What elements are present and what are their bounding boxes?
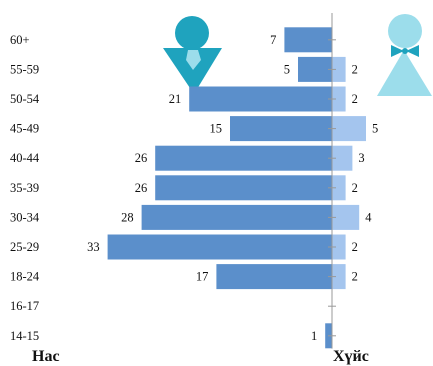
category-label: 55-59	[10, 62, 39, 76]
data-label-left: 5	[284, 62, 290, 76]
bar-left	[230, 116, 332, 142]
bar-right	[332, 145, 353, 171]
category-label: 18-24	[10, 270, 40, 284]
data-label-left: 7	[270, 33, 276, 47]
bar-left	[298, 56, 332, 82]
bar-right	[332, 204, 360, 230]
data-label-right: 2	[352, 181, 358, 195]
bar-right	[332, 175, 346, 201]
bar-right	[332, 86, 346, 112]
data-label-left: 26	[135, 181, 148, 195]
data-label-right: 5	[372, 122, 378, 136]
right-series-bars	[332, 56, 366, 290]
female-figure-icon	[377, 14, 432, 96]
category-label: 40-44	[10, 151, 40, 165]
category-label: 35-39	[10, 181, 39, 195]
data-label-left: 1	[311, 329, 317, 343]
category-label: 30-34	[10, 210, 40, 224]
data-label-left: 33	[87, 240, 100, 254]
data-label-left: 17	[196, 270, 209, 284]
bar-right	[332, 234, 346, 260]
category-label: 45-49	[10, 122, 39, 136]
value-labels: 75 221 215 526 326 228 433 217 21	[87, 33, 378, 343]
category-label: 16-17	[10, 299, 39, 313]
left-axis-title: Нас	[32, 348, 60, 365]
data-label-right: 3	[358, 151, 364, 165]
data-label-right: 2	[352, 92, 358, 106]
right-axis-title: Хүйс	[333, 348, 369, 365]
data-label-right: 2	[352, 270, 358, 284]
center-axis	[328, 13, 336, 349]
bar-left	[141, 204, 332, 230]
bar-left	[284, 27, 332, 53]
bar-left	[107, 234, 332, 260]
data-label-right: 2	[352, 240, 358, 254]
bar-right	[332, 56, 346, 82]
category-label: 50-54	[10, 92, 40, 106]
data-label-right: 2	[352, 62, 358, 76]
data-label-left: 15	[210, 122, 223, 136]
data-label-left: 21	[169, 92, 182, 106]
bar-right	[332, 116, 366, 142]
category-labels: 60+ 55-59 50-54 45-49 40-44 35-39 30-34 25-29 18…	[10, 33, 40, 343]
bar-left	[155, 175, 332, 201]
bar-left	[155, 145, 332, 171]
male-figure-icon	[163, 16, 222, 94]
data-label-right: 4	[365, 210, 372, 224]
category-label: 14-15	[10, 329, 39, 343]
category-label: 25-29	[10, 240, 39, 254]
data-label-left: 28	[121, 210, 134, 224]
left-series-bars	[107, 27, 332, 349]
bar-left	[189, 86, 332, 112]
category-label: 60+	[10, 33, 30, 47]
data-label-left: 26	[135, 151, 148, 165]
bar-right	[332, 264, 346, 290]
bar-left	[216, 264, 332, 290]
